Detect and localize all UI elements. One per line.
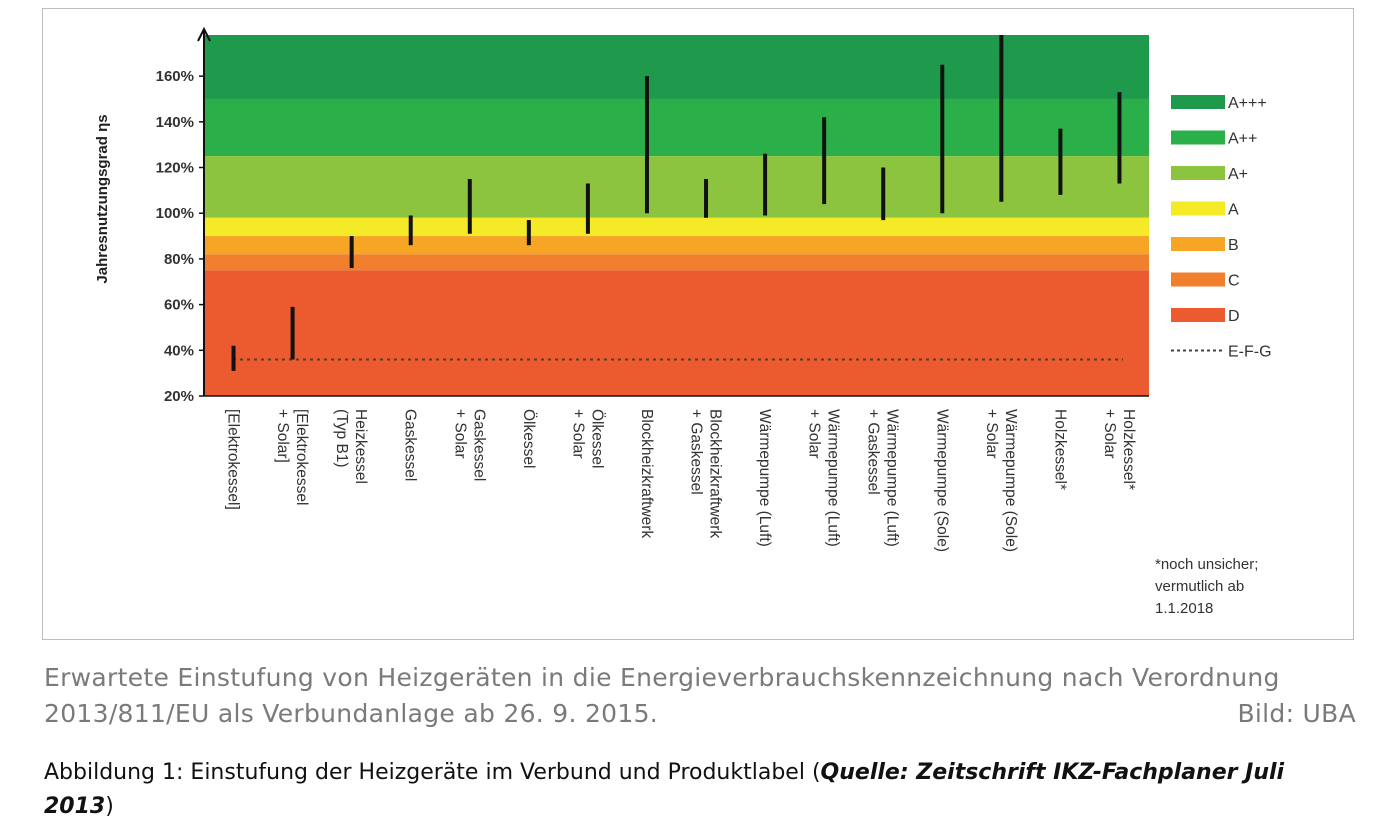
category-label-line: + Solar bbox=[451, 409, 468, 459]
y-axis-arrow bbox=[197, 26, 211, 42]
legend-swatch-4 bbox=[1171, 237, 1225, 251]
band-4 bbox=[204, 236, 1149, 255]
chart: 20% 40% 60% 80% 100% 120% 140% 160% [Elektrokes… bbox=[94, 26, 1272, 617]
category-label-4: Gaskessel+ Solar bbox=[451, 409, 487, 481]
band-3 bbox=[204, 217, 1149, 237]
category-label-line: Wärmepumpe (Sole) bbox=[933, 409, 950, 552]
band-0 bbox=[204, 35, 1149, 99]
category-label-line: + Solar] bbox=[274, 409, 291, 463]
category-label-line: Holzkessel* bbox=[1120, 409, 1137, 490]
category-label-line: + Gaskessel bbox=[865, 409, 882, 495]
category-label-line: + Solar bbox=[1101, 409, 1118, 459]
category-label-2: Heizkessel(Typ B1) bbox=[333, 409, 369, 484]
band-5 bbox=[204, 254, 1149, 271]
y-axis-title: Jahresnutzungsgrad ηs bbox=[94, 114, 111, 283]
category-labels: [Elektrokessel] [Elektrokessel+ Solar] Hei… bbox=[225, 409, 1137, 552]
range-bars bbox=[231, 35, 1122, 371]
figure-title-end: ) bbox=[105, 794, 114, 819]
efficiency-bands bbox=[204, 35, 1149, 396]
footnote-line-0: *noch unsicher; bbox=[1155, 556, 1258, 573]
y-tick-label-6: 140% bbox=[156, 114, 194, 131]
category-label-1: [Elektrokessel+ Solar] bbox=[274, 409, 310, 505]
category-label-12: Wärmepumpe (Sole) bbox=[933, 409, 950, 552]
legend-label-3: A bbox=[1228, 202, 1239, 219]
category-label-line: + Solar bbox=[569, 409, 586, 459]
category-label-line: Gaskessel bbox=[402, 409, 419, 481]
y-tick-label-3: 80% bbox=[164, 251, 194, 268]
category-label-11: Wärmepumpe (Luft)+ Gaskessel bbox=[865, 409, 901, 547]
image-credit: Bild: UBA bbox=[1237, 699, 1356, 728]
category-label-13: Wärmepumpe (Sole)+ Solar bbox=[983, 409, 1019, 552]
category-label-5: Ölkessel bbox=[520, 409, 538, 468]
category-label-7: Blockheizkraftwerk bbox=[638, 409, 655, 538]
legend-label-4: B bbox=[1228, 237, 1239, 254]
category-label-3: Gaskessel bbox=[402, 409, 419, 481]
legend: A+++ A++ A+ A B C D E-F-G bbox=[1171, 95, 1272, 361]
category-label-line: Gaskessel bbox=[470, 409, 487, 481]
category-label-line: Wärmepumpe (Luft) bbox=[825, 409, 842, 547]
y-tick-labels: 20% 40% 60% 80% 100% 120% 140% 160% bbox=[156, 68, 204, 405]
category-label-line: Blockheizkraftwerk bbox=[638, 409, 655, 538]
category-label-line: Wärmepumpe (Luft) bbox=[884, 409, 901, 547]
legend-label-1: A++ bbox=[1228, 131, 1257, 148]
band-1 bbox=[204, 98, 1149, 157]
category-label-6: Ölkessel+ Solar bbox=[569, 409, 606, 468]
category-label-15: Holzkessel*+ Solar bbox=[1101, 409, 1137, 490]
footnote: *noch unsicher; vermutlich ab 1.1.2018 bbox=[1155, 556, 1258, 617]
category-label-line: Holzkessel* bbox=[1051, 409, 1068, 490]
category-label-9: Wärmepumpe (Luft) bbox=[756, 409, 773, 547]
caption-line-1: Erwartete Einstufung von Heizgeräten in … bbox=[44, 663, 1280, 692]
category-label-line: + Solar bbox=[806, 409, 823, 459]
category-label-line: Blockheizkraftwerk bbox=[707, 409, 724, 538]
legend-swatch-3 bbox=[1171, 201, 1225, 216]
legend-label-6: D bbox=[1228, 308, 1240, 325]
y-tick-label-4: 100% bbox=[156, 205, 194, 222]
category-label-line: Ölkessel bbox=[588, 409, 606, 468]
figure-caption: Erwartete Einstufung von Heizgeräten in … bbox=[44, 660, 1356, 732]
legend-swatch-6 bbox=[1171, 308, 1225, 322]
figure-frame: 20% 40% 60% 80% 100% 120% 140% 160% [Elektrokes… bbox=[42, 8, 1354, 640]
legend-swatch-1 bbox=[1171, 130, 1225, 145]
legend-swatch-5 bbox=[1171, 272, 1225, 287]
footnote-line-2: 1.1.2018 bbox=[1155, 600, 1213, 617]
category-label-line: (Typ B1) bbox=[333, 409, 350, 468]
y-tick-label-0: 20% bbox=[164, 388, 194, 405]
category-label-14: Holzkessel* bbox=[1051, 409, 1068, 490]
legend-label-0: A+++ bbox=[1228, 95, 1267, 112]
legend-label-reference: E-F-G bbox=[1228, 344, 1272, 361]
legend-swatch-0 bbox=[1171, 95, 1225, 109]
figure-title: Abbildung 1: Einstufung der Heizgeräte i… bbox=[44, 756, 1356, 824]
figure-source: Quelle: Zeitschrift IKZ-Fachplaner Juli … bbox=[44, 760, 1285, 819]
y-tick-label-7: 160% bbox=[156, 68, 194, 85]
y-tick-label-5: 120% bbox=[156, 160, 194, 177]
band-2 bbox=[204, 156, 1149, 218]
category-label-line: [Elektrokessel bbox=[293, 409, 310, 505]
y-tick-label-2: 60% bbox=[164, 297, 194, 314]
category-label-8: Blockheizkraftwerk+ Gaskessel bbox=[688, 409, 724, 538]
category-label-10: Wärmepumpe (Luft)+ Solar bbox=[806, 409, 842, 547]
category-label-line: Wärmepumpe (Luft) bbox=[756, 409, 773, 547]
category-label-line: Ölkessel bbox=[520, 409, 538, 468]
category-label-line: [Elektrokessel] bbox=[225, 409, 242, 510]
legend-swatch-2 bbox=[1171, 166, 1225, 180]
category-label-line: + Gaskessel bbox=[688, 409, 705, 495]
figure-title-text: Abbildung 1: Einstufung der Heizgeräte i… bbox=[44, 760, 821, 785]
category-label-0: [Elektrokessel] bbox=[225, 409, 242, 510]
caption-line-2: 2013/811/EU als Verbundanlage ab 26. 9. … bbox=[44, 699, 659, 728]
legend-label-2: A+ bbox=[1228, 166, 1248, 183]
category-label-line: + Solar bbox=[983, 409, 1000, 459]
category-label-line: Wärmepumpe (Sole) bbox=[1002, 409, 1019, 552]
category-label-line: Heizkessel bbox=[352, 409, 369, 484]
band-6 bbox=[204, 270, 1149, 396]
y-tick-label-1: 40% bbox=[164, 342, 194, 359]
footnote-line-1: vermutlich ab bbox=[1155, 578, 1244, 595]
legend-label-5: C bbox=[1228, 273, 1240, 290]
